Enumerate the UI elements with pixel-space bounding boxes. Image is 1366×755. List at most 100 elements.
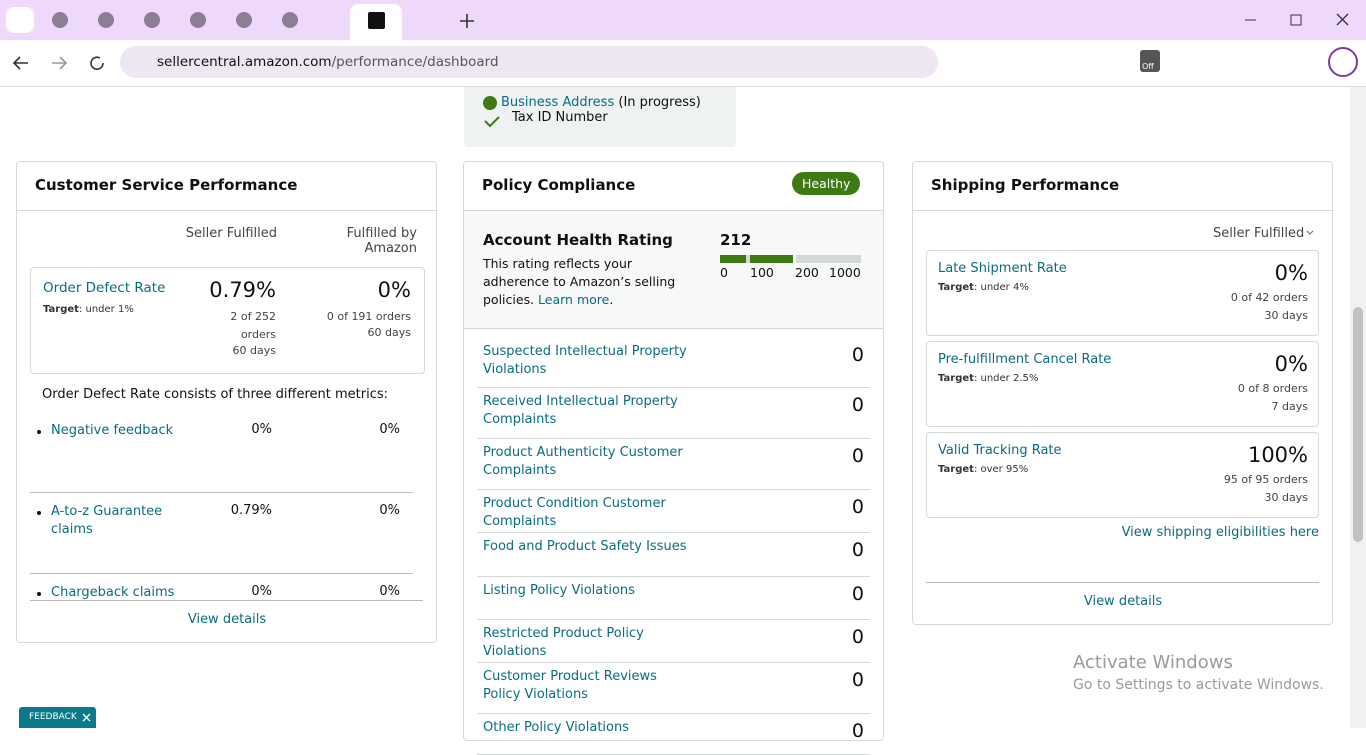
target-value: : over 95% [973, 464, 1029, 475]
orders: 95 of 95 orders [1223, 473, 1308, 486]
divider [30, 600, 423, 601]
toolbar: sellercentral.amazon.com/performance/das… [0, 40, 1366, 87]
metric-name[interactable]: A-to-z Guarantee claims [51, 504, 163, 537]
policy-row: Suspected Intellectual Property Violatio… [477, 338, 870, 388]
tab[interactable] [236, 12, 252, 28]
status-badge: Healthy [792, 172, 861, 195]
scrollbar [1350, 87, 1366, 728]
target-label: Target [43, 304, 79, 315]
tab[interactable] [190, 12, 206, 28]
target-label: Target [938, 464, 974, 475]
metric-list: Negative feedback 0% 0% A-to-z Guarantee cl… [30, 412, 418, 654]
policy-row: Restricted Product Policy Violations 0 [477, 620, 870, 663]
menu-button[interactable] [1328, 47, 1358, 77]
scale-label: 1000 [829, 265, 861, 280]
tab-strip [0, 0, 1366, 40]
bar-segment [720, 255, 746, 263]
extension-badge: Off [1142, 62, 1154, 71]
period: 30 days [1264, 309, 1308, 322]
policy-name[interactable]: Product Authenticity Customer Complaints [483, 445, 683, 478]
bullet [37, 592, 41, 596]
policy-name[interactable]: Other Policy Violations [483, 720, 629, 735]
window-controls[interactable] [1240, 10, 1360, 30]
policy-name[interactable]: Food and Product Safety Issues [483, 539, 687, 554]
amazon-value: 0% [379, 422, 400, 437]
policy-name[interactable]: Customer Product Reviews Policy Violatio… [483, 669, 657, 702]
orders: 0 of 8 orders [1237, 382, 1308, 395]
amazon-value: 0% [379, 584, 400, 599]
tab[interactable] [98, 12, 114, 28]
address-bar[interactable]: sellercentral.amazon.com/performance/das… [120, 46, 938, 78]
metric-name[interactable]: Chargeback claims [51, 585, 175, 600]
policy-name[interactable]: Product Condition Customer Complaints [483, 496, 666, 529]
policy-count: 0 [851, 669, 864, 691]
policy-row: Listing Policy Violations 0 [477, 577, 870, 620]
metric-name[interactable]: Pre-fulfillment Cancel Rate [938, 352, 1112, 367]
target-value: : under 1% [78, 304, 134, 315]
policy-name[interactable]: Restricted Product Policy Violations [483, 626, 644, 659]
scroll-thumb[interactable] [1353, 307, 1363, 542]
intro: Order Defect Rate consists of three diff… [42, 387, 389, 402]
shipping-metric: Late Shipment Rate Target: under 4% 0% 0 of… [926, 250, 1319, 336]
view-details[interactable]: View details [1083, 594, 1163, 609]
policy-name[interactable]: Suspected Intellectual Property Violatio… [483, 344, 687, 377]
metric-name[interactable]: Late Shipment Rate [938, 261, 1067, 276]
divider [913, 210, 1332, 211]
policy-count: 0 [851, 496, 864, 518]
policy-count: 0 [851, 394, 864, 416]
nav-buttons[interactable] [12, 54, 112, 72]
tab[interactable] [282, 12, 298, 28]
learn-more[interactable]: Learn more [538, 292, 610, 307]
period: 60 days [367, 326, 411, 339]
orders: 2 of 252 orders [230, 310, 276, 341]
policy-row: Food and Product Safety Issues 0 [477, 533, 870, 577]
policy-count: 0 [851, 445, 864, 467]
feedback-label: FEEDBACK [29, 712, 77, 722]
period-mark: . [609, 292, 614, 307]
feedback-button[interactable]: FEEDBACK [19, 707, 96, 728]
watermark-text: Go to Settings to activate Windows. [1073, 677, 1324, 693]
amazon-favicon [368, 12, 385, 29]
eligibility-link[interactable]: View shipping eligibilities here [1121, 525, 1319, 540]
metric-row: A-to-z Guarantee claims 0.79% 0% [30, 493, 413, 574]
filter-value: Seller Fulfilled [1213, 226, 1305, 241]
business-address: Business Address (In progress) [501, 95, 701, 110]
watermark-title: Activate Windows [1073, 652, 1233, 673]
view-details[interactable]: View details [187, 612, 267, 627]
policy-rows: Suspected Intellectual Property Violatio… [477, 338, 870, 755]
scale-label: 0 [720, 265, 728, 280]
url-path: /performance/dashboard [331, 54, 499, 70]
extension-icon[interactable]: Off [1140, 50, 1160, 72]
url: sellercentral.amazon.com/performance/das… [157, 54, 499, 70]
metric-name[interactable]: Valid Tracking Rate [938, 443, 1062, 458]
feedback-close[interactable] [82, 713, 91, 722]
policy-name[interactable]: Listing Policy Violations [483, 583, 635, 598]
score: 212 [720, 231, 752, 249]
policy-count: 0 [851, 344, 864, 366]
status-icons [483, 96, 500, 128]
business-address-link[interactable]: Business Address [501, 95, 615, 110]
metric-value: 0.79% [209, 278, 276, 302]
period: 60 days [232, 344, 276, 357]
metric-name[interactable]: Negative feedback [51, 423, 174, 438]
new-tab[interactable] [458, 12, 476, 30]
filter-dropdown[interactable]: Seller Fulfilled [1213, 226, 1316, 241]
metric-name[interactable]: Order Defect Rate [43, 280, 166, 296]
scale-label: 200 [795, 265, 819, 280]
period: 7 days [1271, 400, 1308, 413]
tab[interactable] [52, 12, 68, 28]
score-bar [720, 255, 861, 263]
card-title: Policy Compliance [482, 176, 636, 194]
order-defect-box: Order Defect Rate Target: under 1% 0.79%… [30, 267, 425, 374]
period: 30 days [1264, 491, 1308, 504]
shipping-metric: Pre-fulfillment Cancel Rate Target: under… [926, 341, 1319, 427]
active-tab[interactable] [350, 4, 402, 40]
rating-section: Account Health Rating This rating reflec… [464, 210, 883, 329]
shipping-card: Shipping Performance Seller Fulfilled La… [912, 161, 1333, 625]
metric-row: Chargeback claims 0% 0% [30, 574, 418, 654]
seller-value: 0.79% [230, 503, 272, 518]
policy-count: 0 [851, 720, 864, 742]
tab-search[interactable] [6, 7, 34, 33]
tab[interactable] [144, 12, 160, 28]
policy-name[interactable]: Received Intellectual Property Complaint… [483, 394, 678, 427]
